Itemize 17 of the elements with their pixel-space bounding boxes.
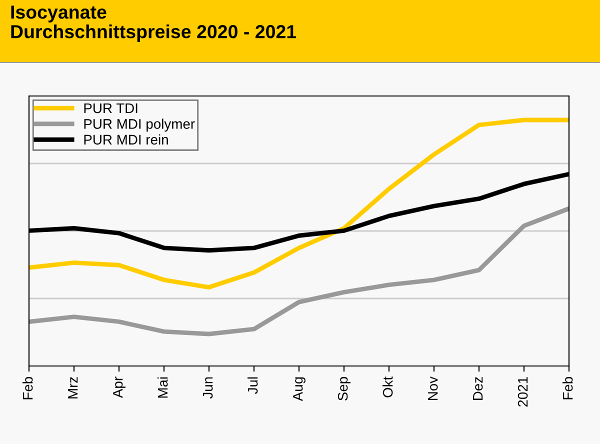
x-tick-label: Mai — [158, 377, 168, 398]
x-tick-label: 2021 — [518, 377, 528, 407]
x-tick-label: Feb — [22, 376, 33, 400]
x-tick-label: Nov — [428, 376, 438, 400]
x-tick-label: Jun — [203, 377, 213, 399]
legend-label: PUR MDI rein — [84, 134, 168, 145]
x-tick-label: Apr — [113, 376, 126, 398]
x-tick-label: Sep — [338, 377, 350, 400]
x-tick-label: Jul — [248, 377, 258, 394]
chart-title: Isocyanate Durchschnittspreise 2020 - 2021 — [11, 6, 296, 42]
x-tick-label: Okt — [382, 376, 393, 398]
legend-label: PUR MDI polymer — [84, 118, 195, 132]
x-tick-label: Mrz — [68, 377, 78, 398]
x-tick-label: Aug — [293, 377, 306, 402]
x-tick-label: Feb — [562, 376, 573, 400]
legend-label: PUR TDI — [84, 103, 138, 114]
x-tick-label: Dez — [473, 377, 483, 400]
